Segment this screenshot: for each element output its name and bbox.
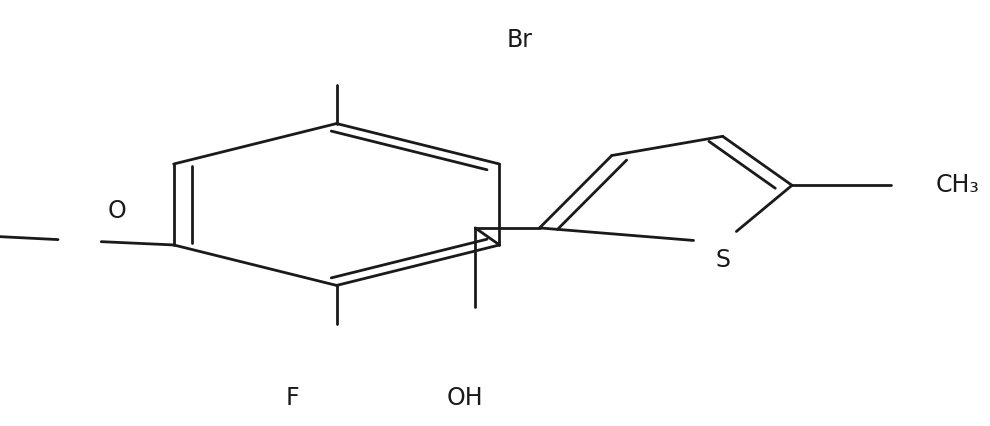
Text: F: F (285, 386, 299, 410)
Text: O: O (108, 199, 126, 223)
Text: OH: OH (447, 386, 483, 410)
Text: CH₃: CH₃ (936, 173, 979, 197)
Text: S: S (715, 248, 731, 272)
Text: Br: Br (507, 29, 533, 52)
